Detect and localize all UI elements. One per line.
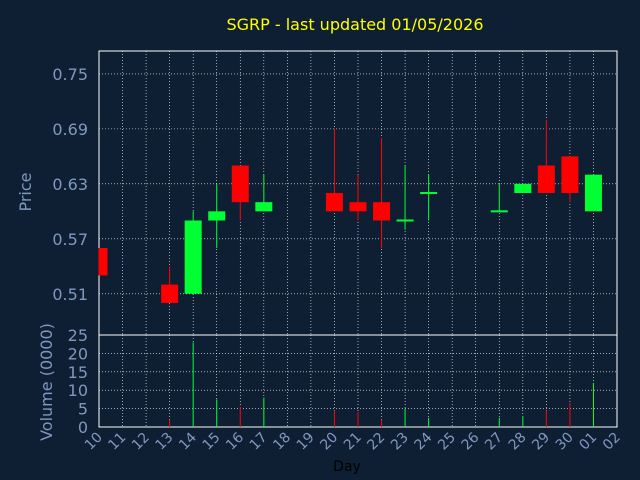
x-tick-labels: 10 11 12 13 14 15 16 17 18 19 20 21 22 23 24 25 26 27 28 29… xyxy=(82,429,624,453)
candle-14 xyxy=(184,211,202,294)
candle-20 xyxy=(325,128,343,212)
volume-bars xyxy=(169,342,594,427)
price-y-tick-label: 0.69 xyxy=(52,120,88,139)
candle-body xyxy=(184,220,202,294)
x-axis-label: Day xyxy=(333,459,361,475)
volume-y-tick-label: 5 xyxy=(78,400,88,419)
price-panel: 0.75 0.69 0.63 0.57 0.51 Price xyxy=(16,50,618,336)
price-y-tick-label: 0.75 xyxy=(52,65,88,84)
volume-y-tick-label: 10 xyxy=(68,381,88,400)
candle-17 xyxy=(255,174,273,212)
candle-24 xyxy=(420,174,438,221)
candle-01 xyxy=(584,174,602,212)
candle-body xyxy=(514,183,532,193)
candle-body xyxy=(420,192,438,194)
candle-22 xyxy=(373,138,391,248)
candle-body xyxy=(231,165,249,203)
candle-28 xyxy=(514,183,532,193)
candle-13 xyxy=(161,266,179,303)
price-axis-label: Price xyxy=(16,172,35,211)
candle-23 xyxy=(396,165,414,230)
candle-body xyxy=(255,202,273,212)
candle-body xyxy=(561,156,579,193)
candle-body xyxy=(490,210,508,213)
candle-body xyxy=(325,193,343,212)
candle-15 xyxy=(208,183,226,248)
candle-body xyxy=(208,211,226,221)
volume-y-tick-label: 0 xyxy=(78,418,88,437)
volume-y-tick-label: 20 xyxy=(68,344,88,363)
candle-body xyxy=(161,284,179,303)
candle-21 xyxy=(349,174,367,221)
candle-body xyxy=(584,174,602,212)
price-y-tick-labels: 0.75 0.69 0.63 0.57 0.51 xyxy=(52,65,88,304)
candle-30 xyxy=(561,156,579,203)
candle-body xyxy=(373,202,391,221)
volume-y-tick-label: 15 xyxy=(68,363,88,382)
chart-title: SGRP - last updated 01/05/2026 xyxy=(226,15,483,34)
candle-body xyxy=(396,219,414,222)
candle-27 xyxy=(490,183,508,213)
volume-grid xyxy=(98,335,618,427)
candles xyxy=(98,119,602,303)
candle-body xyxy=(537,165,555,193)
volume-axis-label: Volume (0000) xyxy=(37,323,56,441)
candle-body xyxy=(349,202,367,212)
candle-16 xyxy=(231,165,249,221)
price-y-tick-label: 0.63 xyxy=(52,175,88,194)
volume-y-tick-label: 25 xyxy=(68,326,88,345)
candle-10 xyxy=(98,247,108,276)
price-y-tick-label: 0.57 xyxy=(52,230,88,249)
price-y-tick-label: 0.51 xyxy=(52,285,88,304)
candle-body xyxy=(99,247,108,276)
candle-29 xyxy=(537,119,555,193)
